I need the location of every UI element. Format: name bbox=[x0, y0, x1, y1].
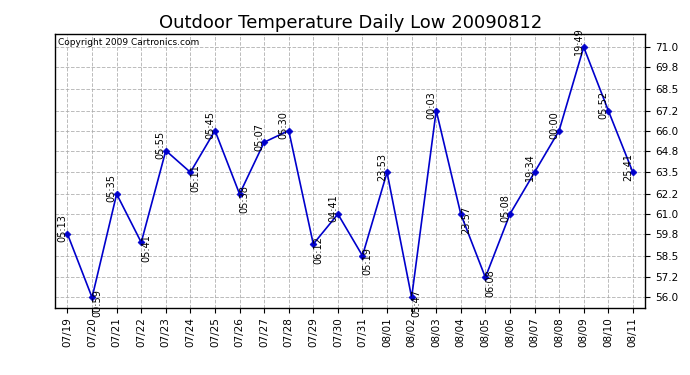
Text: 05:13: 05:13 bbox=[57, 214, 68, 242]
Text: 05:55: 05:55 bbox=[156, 131, 166, 159]
Text: 05:35: 05:35 bbox=[107, 174, 117, 202]
Text: 19:49: 19:49 bbox=[573, 28, 584, 56]
Text: 00:03: 00:03 bbox=[426, 91, 436, 119]
Text: 00:59: 00:59 bbox=[92, 289, 102, 317]
Text: 19:34: 19:34 bbox=[524, 153, 535, 181]
Text: 05:38: 05:38 bbox=[239, 186, 250, 213]
Title: Outdoor Temperature Daily Low 20090812: Outdoor Temperature Daily Low 20090812 bbox=[159, 14, 542, 32]
Text: 04:41: 04:41 bbox=[328, 195, 338, 222]
Text: 23:53: 23:53 bbox=[377, 153, 387, 181]
Text: 06:08: 06:08 bbox=[485, 269, 495, 297]
Text: 05:11: 05:11 bbox=[190, 164, 200, 192]
Text: 25:41: 25:41 bbox=[623, 153, 633, 181]
Text: 05:52: 05:52 bbox=[598, 91, 609, 119]
Text: 05:08: 05:08 bbox=[500, 195, 510, 222]
Text: 05:19: 05:19 bbox=[362, 248, 373, 275]
Text: 05:45: 05:45 bbox=[205, 111, 215, 139]
Text: 06:12: 06:12 bbox=[313, 236, 324, 264]
Text: Copyright 2009 Cartronics.com: Copyright 2009 Cartronics.com bbox=[58, 38, 199, 47]
Text: 05:41: 05:41 bbox=[141, 234, 151, 262]
Text: 05:47: 05:47 bbox=[412, 289, 422, 317]
Text: 23:57: 23:57 bbox=[461, 206, 471, 234]
Text: 05:30: 05:30 bbox=[279, 111, 288, 139]
Text: 05:07: 05:07 bbox=[254, 123, 264, 151]
Text: 00:00: 00:00 bbox=[549, 111, 559, 139]
